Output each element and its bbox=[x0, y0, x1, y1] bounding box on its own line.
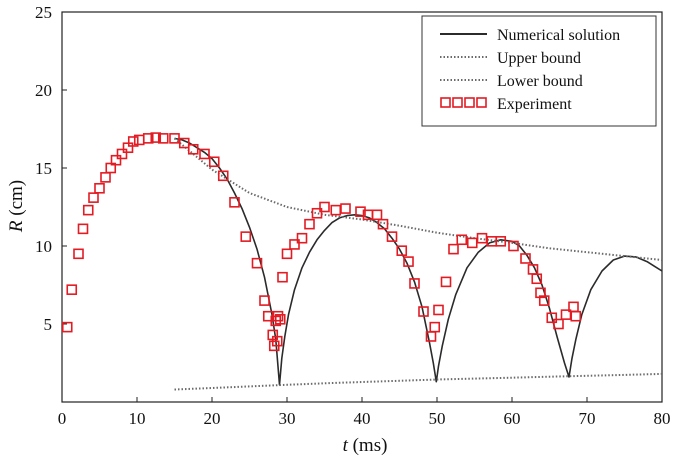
experiment-point bbox=[386, 231, 398, 242]
experiment-point bbox=[340, 203, 351, 214]
experiment-point bbox=[448, 243, 459, 255]
experiment-point bbox=[396, 245, 408, 256]
experiment-point bbox=[570, 310, 582, 322]
x-tick-label: 0 bbox=[58, 409, 67, 428]
experiment-point bbox=[73, 248, 84, 260]
experiment-point bbox=[272, 310, 284, 322]
y-axis-label: R (cm) bbox=[6, 180, 27, 233]
experiment-point bbox=[476, 232, 488, 244]
experiment-point bbox=[429, 321, 441, 333]
x-tick-label: 70 bbox=[579, 409, 596, 428]
experiment-point bbox=[409, 278, 420, 289]
y-tick-label: 5 bbox=[44, 315, 53, 334]
y-tick-label: 20 bbox=[35, 81, 52, 100]
experiment-point bbox=[77, 223, 89, 235]
experiment-point bbox=[259, 295, 270, 306]
experiment-point bbox=[240, 231, 252, 242]
experiment-point bbox=[100, 172, 111, 183]
experiment-point bbox=[127, 136, 139, 147]
series-layer bbox=[61, 132, 663, 391]
x-tick-label: 60 bbox=[504, 409, 521, 428]
tick-labels: 0 10 20 30 40 50 60 70 80 5 10 15 20 25 bbox=[35, 3, 671, 428]
experiment-point bbox=[94, 182, 105, 194]
experiment-point bbox=[538, 295, 550, 306]
experiment-point bbox=[187, 143, 199, 155]
experiment-point bbox=[296, 232, 308, 244]
experiment-point bbox=[66, 284, 78, 295]
experiment-point bbox=[520, 253, 531, 264]
experiment-point bbox=[277, 271, 288, 283]
experiment-point bbox=[440, 276, 452, 288]
x-axis-label: t (ms) bbox=[343, 435, 388, 456]
x-tick-label: 10 bbox=[129, 409, 146, 428]
legend-label-lower: Lower bound bbox=[497, 73, 583, 90]
legend-label-upper: Upper bound bbox=[497, 50, 581, 67]
experiment-point bbox=[508, 240, 519, 252]
legend-label-numerical: Numerical solution bbox=[497, 27, 620, 44]
experiment-point bbox=[311, 207, 323, 219]
experiment-point bbox=[456, 234, 468, 246]
experiment-point bbox=[178, 137, 190, 149]
experiment-point bbox=[217, 170, 229, 182]
axis-ticks bbox=[61, 11, 663, 402]
experiment-point bbox=[142, 133, 154, 144]
experiment-point bbox=[88, 192, 99, 203]
experiment-point bbox=[403, 256, 414, 267]
legend-label-experiment: Experiment bbox=[497, 96, 572, 113]
y-tick-label: 25 bbox=[35, 3, 52, 22]
experiment-point bbox=[274, 314, 286, 325]
experiment-point bbox=[531, 273, 543, 285]
experiment-point bbox=[199, 148, 210, 160]
experiment-point bbox=[229, 197, 240, 208]
experiment-point bbox=[150, 132, 162, 143]
experiment-point bbox=[116, 148, 128, 160]
experiment-point bbox=[495, 236, 507, 247]
legend-experiment-marker bbox=[440, 97, 451, 108]
series-experiment bbox=[61, 132, 582, 352]
experiment-point bbox=[355, 206, 366, 217]
series-lower-bound bbox=[174, 372, 663, 391]
legend-experiment-marker bbox=[452, 97, 463, 108]
series-numerical-solution bbox=[174, 137, 663, 386]
experiment-point bbox=[157, 133, 169, 144]
experiment-point bbox=[546, 312, 558, 324]
x-tick-label: 30 bbox=[279, 409, 296, 428]
experiment-point bbox=[208, 156, 220, 168]
experiment-point bbox=[281, 248, 293, 260]
experiment-point bbox=[433, 304, 444, 316]
experiment-point bbox=[304, 218, 315, 230]
experiment-point bbox=[271, 335, 283, 347]
experiment-point bbox=[251, 257, 263, 269]
experiment-point bbox=[82, 204, 94, 216]
legend: Numerical solution Upper bound Lower bou… bbox=[421, 15, 657, 127]
y-tick-label: 15 bbox=[35, 159, 52, 178]
experiment-point bbox=[289, 239, 300, 250]
experiment-point bbox=[553, 318, 564, 330]
experiment-point bbox=[61, 321, 73, 333]
experiment-point bbox=[466, 237, 478, 249]
x-tick-label: 50 bbox=[429, 409, 446, 428]
x-tick-label: 20 bbox=[204, 409, 221, 428]
experiment-point bbox=[371, 209, 383, 221]
experiment-point bbox=[330, 204, 342, 216]
legend-swatch-experiment bbox=[440, 97, 487, 108]
experiment-point bbox=[110, 154, 122, 166]
experiment-point bbox=[418, 306, 429, 317]
x-tick-label: 80 bbox=[654, 409, 671, 428]
legend-experiment-marker bbox=[476, 97, 487, 108]
series-upper-bound bbox=[173, 137, 663, 261]
experiment-point bbox=[319, 201, 330, 213]
x-tick-label: 40 bbox=[354, 409, 371, 428]
experiment-point bbox=[377, 218, 389, 230]
y-tick-label: 10 bbox=[35, 237, 52, 256]
legend-experiment-marker bbox=[464, 97, 475, 108]
